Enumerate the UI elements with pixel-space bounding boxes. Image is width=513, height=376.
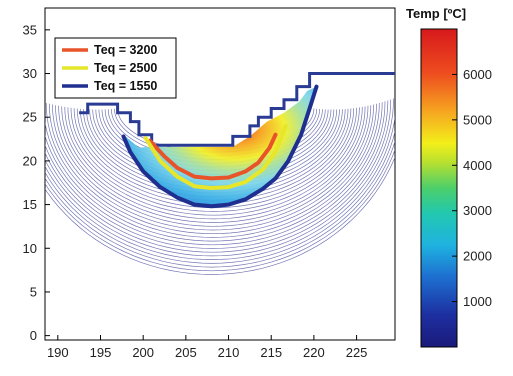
x-tick-label: 210 bbox=[218, 345, 240, 360]
contour-line bbox=[48, 103, 377, 235]
y-tick-label: 25 bbox=[23, 110, 37, 125]
contour-line bbox=[67, 107, 360, 212]
legend-label-1: Teq = 3200 bbox=[94, 43, 157, 57]
y-axis: 0 5 10 15 20 25 30 35 bbox=[23, 22, 50, 343]
legend-label-2: Teq = 2500 bbox=[94, 61, 157, 75]
x-tick-label: 215 bbox=[260, 345, 282, 360]
contour-line bbox=[45, 114, 395, 260]
colorbar-tick-label: 5000 bbox=[463, 112, 492, 127]
legend: Teq = 3200 Teq = 2500 Teq = 1550 bbox=[54, 37, 177, 99]
y-tick-label: 10 bbox=[23, 241, 37, 256]
series-line-2 bbox=[143, 123, 288, 190]
legend-label-3: Teq = 1550 bbox=[94, 79, 157, 93]
temperature-fill bbox=[79, 72, 395, 207]
y-tick-label: 20 bbox=[23, 153, 37, 168]
contour-line bbox=[58, 105, 369, 223]
contour-line bbox=[64, 106, 363, 216]
contour-line bbox=[45, 101, 386, 246]
x-tick-label: 225 bbox=[346, 345, 368, 360]
colorbar-title: Temp [ºC] bbox=[406, 6, 466, 21]
colorbar-tick-label: 1000 bbox=[463, 294, 492, 309]
contour-line bbox=[45, 98, 394, 257]
contour-line bbox=[45, 140, 395, 268]
contour-line bbox=[61, 106, 366, 220]
x-tick-label: 195 bbox=[90, 345, 112, 360]
contour-line bbox=[45, 156, 395, 275]
colorbar-gradient bbox=[420, 28, 458, 348]
y-tick-label: 30 bbox=[23, 66, 37, 81]
contour-line bbox=[45, 102, 383, 242]
crater-fill bbox=[123, 86, 317, 207]
y-tick-label: 15 bbox=[23, 197, 37, 212]
x-tick-label: 190 bbox=[47, 345, 69, 360]
colorbar-tick-label: 4000 bbox=[463, 158, 492, 173]
crater-rim bbox=[79, 72, 395, 147]
colorbar-tick-label: 3000 bbox=[463, 203, 492, 218]
series-line-3 bbox=[121, 84, 319, 209]
contour-line bbox=[45, 102, 380, 238]
contour-line bbox=[45, 130, 395, 264]
colorbar-tick-label: 6000 bbox=[463, 67, 492, 82]
colorbar: Temp [ºC] 1000 2000 3000 4000 5000 6000 bbox=[406, 6, 492, 348]
y-tick-label: 5 bbox=[30, 284, 37, 299]
contour-line bbox=[52, 104, 375, 231]
y-tick-label: 35 bbox=[23, 22, 37, 37]
x-tick-label: 200 bbox=[132, 345, 154, 360]
contour-line bbox=[45, 148, 395, 272]
contour-line bbox=[45, 99, 392, 253]
x-axis: 190 195 200 205 210 215 220 225 bbox=[47, 335, 367, 360]
colorbar-tick-label: 2000 bbox=[463, 249, 492, 264]
series-line-1 bbox=[148, 132, 278, 181]
contour-line bbox=[55, 105, 372, 227]
y-tick-label: 0 bbox=[30, 328, 37, 343]
x-tick-label: 220 bbox=[303, 345, 325, 360]
teq-series bbox=[121, 84, 319, 209]
contour-line bbox=[45, 100, 389, 249]
x-tick-label: 205 bbox=[175, 345, 197, 360]
